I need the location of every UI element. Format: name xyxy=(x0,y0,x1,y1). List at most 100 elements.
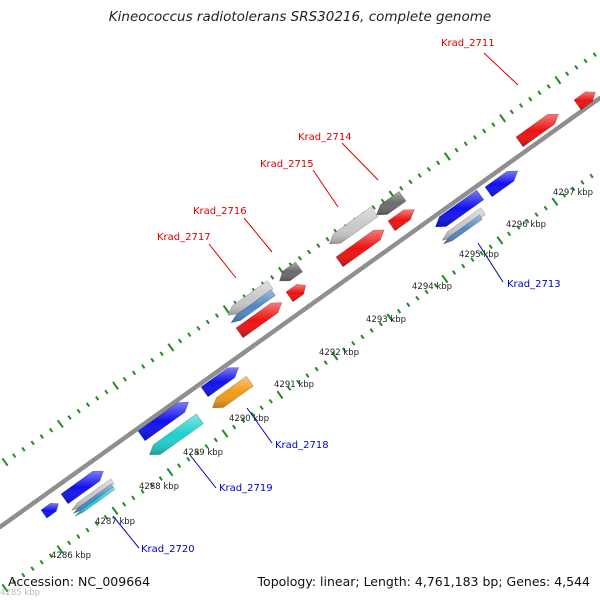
genome-backbone xyxy=(0,95,600,530)
gene-label-krad-2720[interactable]: Krad_2720 xyxy=(141,544,195,555)
lower-track-tick xyxy=(213,437,218,443)
gene-krad-2719-fwd[interactable] xyxy=(137,401,190,442)
leader-line xyxy=(477,242,504,283)
upper-track-tick xyxy=(454,147,459,153)
gene-krad-2714[interactable] xyxy=(387,209,415,232)
gene-krad-2720-fwd[interactable] xyxy=(60,470,104,505)
gene-label-krad-2713[interactable]: Krad_2713 xyxy=(507,279,561,290)
leader-line xyxy=(312,169,339,208)
lower-track-tick xyxy=(525,218,530,224)
upper-track-tick xyxy=(417,173,422,178)
lower-track-tick xyxy=(543,205,548,211)
gene-label-krad-2711[interactable]: Krad_2711 xyxy=(441,38,495,49)
gene-krad-2718[interactable] xyxy=(212,375,254,409)
upper-track-tick xyxy=(546,84,551,89)
gene-krad-2717-steel[interactable] xyxy=(230,289,276,324)
lower-track-tick xyxy=(186,456,191,462)
upper-track-tick xyxy=(297,255,302,261)
gene-krad-2711[interactable] xyxy=(515,113,559,148)
gene-krad-2715[interactable] xyxy=(335,229,385,268)
lower-track-tick xyxy=(195,450,200,456)
gene-krad-2719[interactable] xyxy=(149,413,204,456)
kbp-label-4295: 4295 kbp xyxy=(459,250,499,260)
lower-track-tick xyxy=(378,321,383,327)
lower-track-tick xyxy=(131,495,136,501)
upper-track-tick xyxy=(104,389,109,395)
gene-krad-2720-steel[interactable] xyxy=(72,483,114,514)
lower-track-tick xyxy=(140,489,145,494)
lower-track-tick xyxy=(241,418,246,423)
upper-track-tick xyxy=(537,90,542,96)
lower-track-tick xyxy=(441,274,449,284)
lower-track-tick xyxy=(360,334,365,340)
lower-track-tick xyxy=(259,405,264,411)
gene-label-krad-2717[interactable]: Krad_2717 xyxy=(157,232,211,243)
gene-krad-2715-gray[interactable] xyxy=(329,206,379,245)
gene-krad-2721[interactable] xyxy=(40,502,59,519)
upper-track-tick xyxy=(150,357,155,363)
upper-track-tick xyxy=(95,395,100,401)
upper-track-tick xyxy=(528,96,533,102)
gene-label-krad-2715[interactable]: Krad_2715 xyxy=(260,159,314,170)
upper-track-tick xyxy=(39,434,44,439)
label-leaders xyxy=(112,52,519,549)
kbp-label-4291: 4291 kbp xyxy=(274,380,314,390)
leader-line xyxy=(208,243,237,279)
lower-track-tick xyxy=(56,545,64,554)
leader-line xyxy=(112,515,140,549)
gene-krad-2720-cyan[interactable] xyxy=(74,486,116,517)
lower-track-tick xyxy=(369,328,374,333)
tick-tracks xyxy=(1,52,597,593)
gene-features xyxy=(40,91,596,519)
gene-krad-2712[interactable] xyxy=(573,91,596,111)
length-text: Length: 4,761,183 bp xyxy=(363,574,499,589)
upper-track-tick xyxy=(141,364,146,369)
upper-track-tick xyxy=(509,109,514,115)
upper-track-tick xyxy=(583,58,588,64)
gene-krad-2713-steel[interactable] xyxy=(442,214,483,245)
upper-track-tick xyxy=(112,381,120,390)
lower-track-tick xyxy=(276,390,284,400)
gene-label-krad-2718[interactable]: Krad_2718 xyxy=(275,440,329,451)
lower-track-tick xyxy=(94,521,99,526)
upper-track-tick xyxy=(408,179,413,185)
lower-track-tick xyxy=(396,308,402,314)
upper-track-tick xyxy=(499,114,507,123)
upper-track-tick xyxy=(443,152,451,161)
upper-track-tick xyxy=(67,415,72,420)
lower-track-tick xyxy=(177,463,182,469)
gene-labels: Krad_2711 Krad_2714 Krad_2715 Krad_2716 … xyxy=(141,38,561,555)
upper-track-tick xyxy=(436,160,441,166)
gene-label-krad-2719[interactable]: Krad_2719 xyxy=(219,483,273,494)
upper-track-tick xyxy=(316,243,321,248)
gene-krad-2716[interactable] xyxy=(285,284,307,303)
lower-track-tick xyxy=(415,295,420,301)
upper-track-tick xyxy=(76,408,81,414)
lower-track-tick xyxy=(386,313,394,322)
gene-krad-2714-gray[interactable] xyxy=(376,190,407,216)
upper-track-tick xyxy=(472,134,478,140)
upper-track-tick xyxy=(21,446,26,452)
gene-krad-2717[interactable] xyxy=(235,302,283,339)
upper-track-tick xyxy=(399,185,404,191)
lower-track-tick xyxy=(67,540,72,546)
gene-krad-2718-fwd[interactable] xyxy=(200,367,240,398)
lower-track-tick xyxy=(12,579,17,584)
gene-krad-2713[interactable] xyxy=(435,189,485,228)
gene-label-krad-2716[interactable]: Krad_2716 xyxy=(193,206,247,217)
gene-label-krad-2714[interactable]: Krad_2714 xyxy=(298,132,352,143)
lower-track-tick xyxy=(323,360,328,366)
lower-track-tick xyxy=(204,443,209,449)
lower-track-tick xyxy=(21,572,26,578)
lower-track-tick xyxy=(488,244,493,250)
gene-krad-2717-gray[interactable] xyxy=(227,280,274,316)
kbp-label-4285: 4285 kbp xyxy=(0,588,40,598)
upper-track-tick xyxy=(380,198,385,204)
upper-track-tick xyxy=(205,319,210,325)
kbp-label-4293: 4293 kbp xyxy=(366,315,406,325)
upper-track-tick xyxy=(85,402,91,408)
lower-track-tick xyxy=(85,527,90,533)
gene-krad-2716-gray[interactable] xyxy=(279,261,303,282)
gene-krad-2713-fwd[interactable] xyxy=(484,170,519,198)
lower-track-tick xyxy=(580,180,585,185)
